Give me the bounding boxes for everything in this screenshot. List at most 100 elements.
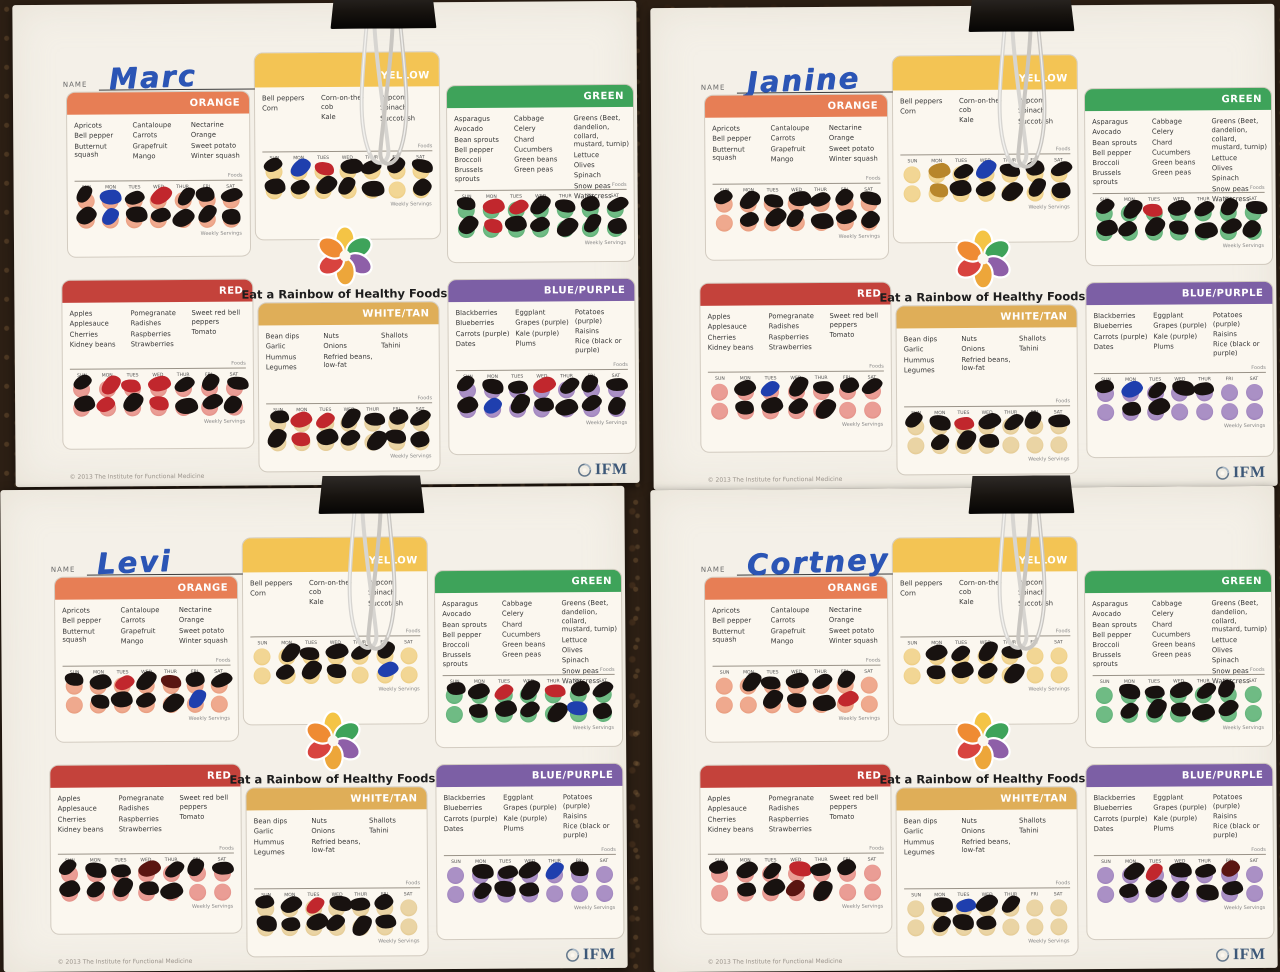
serving-cell (903, 166, 921, 184)
food-list: Asparagus Avocado Bean sprouts Bell pepper B… (1085, 110, 1272, 203)
serving-cell (409, 430, 431, 451)
food-column: Bean dips Garlic Hummus Legumes (904, 817, 958, 886)
food-column: Potatoes (purple) Raisins Rice (black or p… (563, 793, 619, 852)
serving-row (68, 201, 250, 231)
serving-cell (1026, 918, 1044, 936)
serving-circle (1050, 666, 1068, 684)
serving-circle (1026, 918, 1044, 936)
serving-circle (715, 677, 733, 695)
food-item: Radishes (768, 322, 800, 331)
serving-cell (1117, 700, 1141, 723)
panel-orange: ORANGE Apricots Bell pepper Butternut squas… (704, 94, 889, 260)
serving-cell (782, 876, 807, 902)
food-item: Strawberries (130, 339, 174, 349)
handwritten-name: Marc (108, 58, 198, 97)
food-list: Bean dips Garlic Hummus Legumes Nuts Onions Re… (897, 809, 1078, 886)
weekly-servings-label: Weekly Servings (1028, 686, 1070, 693)
food-item: Kidney beans (57, 825, 104, 834)
food-item: Spinach (573, 171, 601, 180)
food-item: Popcorn (379, 93, 408, 102)
serving-cell (715, 214, 733, 232)
food-item: Raspberries (118, 814, 159, 823)
rainbow-flower-logo (954, 710, 1012, 776)
day-label: TUES (511, 374, 524, 380)
serving-cell (589, 678, 616, 704)
serving-cell (1115, 218, 1139, 241)
serving-cell (1170, 701, 1193, 723)
food-column: Sweet red bell peppers Tomato (829, 312, 886, 369)
serving-cell (760, 395, 785, 420)
serving-row (893, 637, 1077, 666)
food-item: Celery (1151, 127, 1174, 136)
serving-circle (860, 676, 878, 694)
serving-cell (481, 197, 506, 219)
serving-cell (388, 181, 406, 199)
serving-cell (927, 162, 951, 184)
serving-cell (949, 179, 972, 203)
serving-row (436, 698, 622, 726)
serving-cell (533, 396, 556, 418)
food-column: Pomegranate Radishes Raspberries Strawberri… (768, 312, 825, 369)
food-item: Green peas (1152, 168, 1192, 178)
food-item: Grapefruit (770, 144, 806, 153)
panel-header-yellow: YELLOW (254, 52, 439, 88)
serving-circle (907, 437, 925, 455)
serving-cell (1095, 686, 1113, 705)
paint-daub-black (1051, 181, 1071, 199)
food-item: Grapefruit (132, 141, 168, 150)
panel-whitetan: WHITE/TAN Bean dips Garlic Hummus Legumes Nut… (258, 302, 440, 472)
food-item: Raisins (1212, 330, 1237, 339)
serving-row (897, 911, 1077, 937)
serving-cell (1094, 379, 1115, 403)
food-item: Mango (770, 637, 794, 646)
food-item: Shallots (368, 816, 396, 825)
serving-cell (762, 204, 790, 232)
rainbow-flower-icon (317, 225, 373, 287)
serving-cell (1050, 181, 1071, 202)
day-label: TUES (766, 188, 779, 194)
food-list: Blackberries Blueberries Carrots (purple) D… (1086, 304, 1272, 371)
panel-header-yellow: YELLOW (892, 55, 1077, 91)
ifm-logo-icon (1216, 466, 1230, 480)
serving-row (56, 686, 238, 716)
serving-cell (135, 858, 163, 883)
serving-cell (903, 648, 921, 666)
serving-cell (580, 210, 605, 238)
serving-circle (1246, 884, 1264, 903)
serving-cell (950, 660, 975, 685)
food-item: Refried beans, low-fat (961, 837, 1011, 855)
food-item: Apples (707, 312, 731, 321)
food-list: Blackberries Blueberries Carrots (purple) D… (1086, 786, 1272, 853)
food-item: Plums (503, 824, 524, 833)
paint-daub-black (736, 882, 756, 897)
serving-cell (1142, 876, 1170, 903)
food-item: Tahini (1019, 826, 1039, 835)
foods-label: Foods (1249, 184, 1265, 192)
rainbow-flower-logo (954, 228, 1012, 294)
food-item: Eggplant (1153, 793, 1184, 802)
paint-daub-black (280, 916, 301, 932)
serving-cell (278, 893, 305, 918)
food-item: Potatoes (purple) (562, 793, 593, 811)
serving-cell (864, 401, 882, 419)
serving-cell (169, 205, 197, 231)
serving-cell (835, 688, 861, 713)
food-item: Bean dips (265, 332, 300, 341)
food-item: Sweet red bell peppers (191, 308, 241, 326)
food-item: Legumes (253, 848, 285, 857)
food-item: Rice (black or purple) (575, 337, 622, 355)
serving-cell (711, 402, 729, 420)
food-item: Brussels sprouts (1092, 169, 1121, 187)
food-item: Radishes (130, 319, 162, 328)
panel-orange: ORANGE Apricots Bell pepper Butternut squas… (704, 576, 889, 742)
serving-cell (834, 857, 858, 882)
food-item: Carrots (120, 616, 146, 625)
serving-circle (1096, 866, 1115, 885)
ifm-logo-text: IFM (582, 945, 616, 964)
food-list: Bell peppers Corn Corn-on-the-cob Kale Popco… (255, 86, 439, 149)
food-item: Broccoli (454, 156, 482, 165)
binder-clip-body (968, 0, 1074, 32)
food-list: Apricots Bell pepper Butternut squash Canta… (705, 599, 887, 664)
food-item: Broccoli (1092, 641, 1120, 650)
